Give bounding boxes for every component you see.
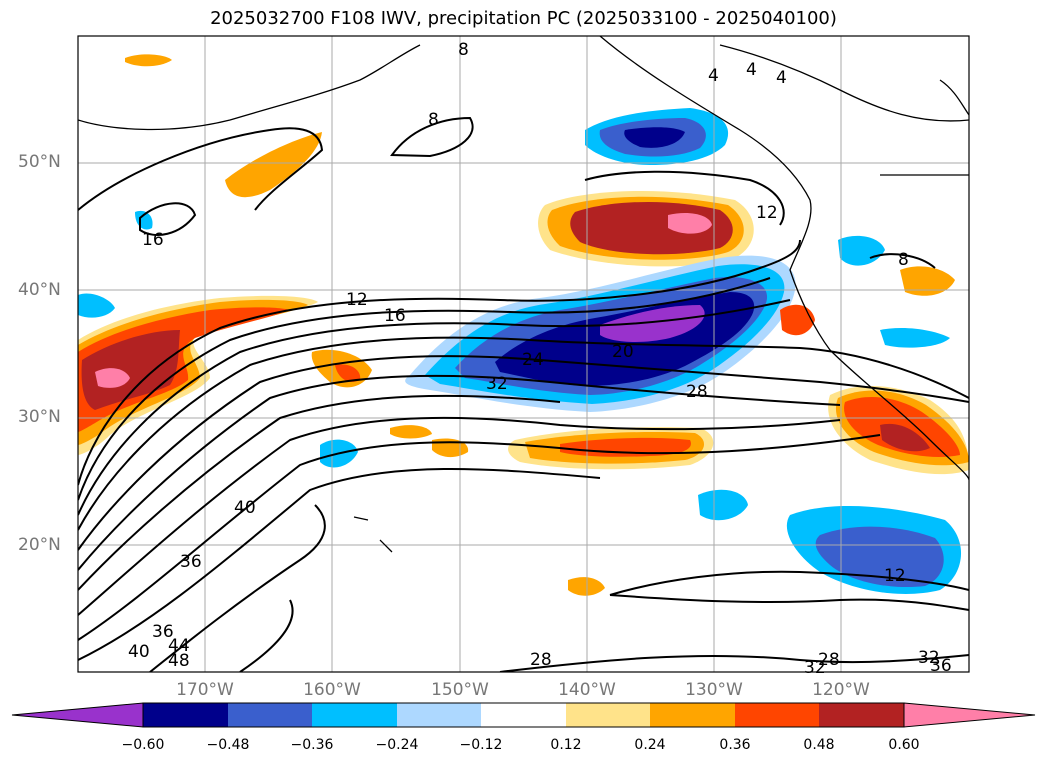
- colorbar-bin: [397, 703, 481, 727]
- cool-anomaly-southeast: [78, 210, 962, 594]
- cool-anomaly-north: [585, 108, 729, 165]
- colorbar-low-extension: [11, 702, 144, 728]
- lat-label: 50°N: [18, 152, 61, 172]
- contour-label: 8: [458, 40, 469, 60]
- contour-label: 16: [384, 306, 406, 326]
- warm-anomaly-subtropical: [390, 425, 714, 470]
- contour-label: 28: [686, 382, 708, 402]
- lon-label: 150°W: [431, 680, 489, 700]
- iwv-contours: [78, 116, 969, 672]
- lon-label: 160°W: [303, 680, 361, 700]
- colorbar-tick-label: −0.48: [206, 737, 250, 753]
- contour-label: 4: [776, 68, 787, 88]
- colorbar-bin: [312, 703, 397, 727]
- contour-label: 28: [530, 650, 552, 670]
- contour-label: 28: [818, 650, 840, 670]
- contour-label: 36: [930, 656, 952, 676]
- contour-label: 32: [918, 648, 940, 668]
- colorbar-tick-label: 0.24: [634, 737, 666, 753]
- contour-label: 12: [884, 566, 906, 586]
- contour-label: 16: [142, 230, 164, 250]
- colorbar-tick-label: −0.12: [459, 737, 503, 753]
- contour-label: 20: [612, 342, 634, 362]
- lat-label: 40°N: [18, 280, 61, 300]
- colorbar-tick-label: 0.12: [550, 737, 582, 753]
- warm-anomaly-gulf: [538, 190, 754, 267]
- colorbar-tick-label: −0.60: [121, 737, 165, 753]
- contour-label: 32: [804, 658, 826, 678]
- contour-label: 44: [168, 636, 190, 656]
- contour-label: 8: [428, 110, 439, 130]
- contour-label: 36: [152, 622, 174, 642]
- contour-label: 32: [486, 374, 508, 394]
- lon-label: 140°W: [558, 680, 616, 700]
- colorbar-tick-label: 0.36: [719, 737, 751, 753]
- contour-label: 48: [168, 651, 190, 671]
- colorbar-bin: [143, 703, 228, 727]
- contour-label: 40: [234, 498, 256, 518]
- colorbar-tick-label: 0.60: [888, 737, 920, 753]
- contour-label: 4: [746, 60, 757, 80]
- colorbar-bin: [819, 703, 904, 727]
- colorbar-tick-label: 0.48: [803, 737, 835, 753]
- colorbar-tick-label: −0.36: [290, 737, 334, 753]
- contour-label: 36: [180, 552, 202, 572]
- contour-label: 8: [898, 250, 909, 270]
- lon-label: 120°W: [812, 680, 870, 700]
- lat-label: 30°N: [18, 407, 61, 427]
- lon-label: 170°W: [176, 680, 234, 700]
- colorbar-bin: [228, 703, 312, 727]
- contour-label: 24: [522, 350, 544, 370]
- lat-label: 20°N: [18, 535, 61, 555]
- colorbar-high-extension: [903, 702, 1036, 728]
- contour-label: 12: [756, 203, 778, 223]
- colorbar-bin: [481, 703, 566, 727]
- coastlines: [78, 36, 969, 553]
- lon-label: 130°W: [685, 680, 743, 700]
- colorbar-bin: [566, 703, 650, 727]
- colorbar: [11, 702, 1036, 728]
- contour-label: 40: [128, 642, 150, 662]
- warm-anomaly-coast: [125, 54, 969, 596]
- colorbar-tick-label: −0.24: [375, 737, 419, 753]
- map-title: 2025032700 F108 IWV, precipitation PC (2…: [210, 8, 837, 29]
- contour-label: 12: [346, 290, 368, 310]
- contour-label: 4: [708, 66, 719, 86]
- colorbar-bin: [650, 703, 735, 727]
- colorbar-bin: [735, 703, 819, 727]
